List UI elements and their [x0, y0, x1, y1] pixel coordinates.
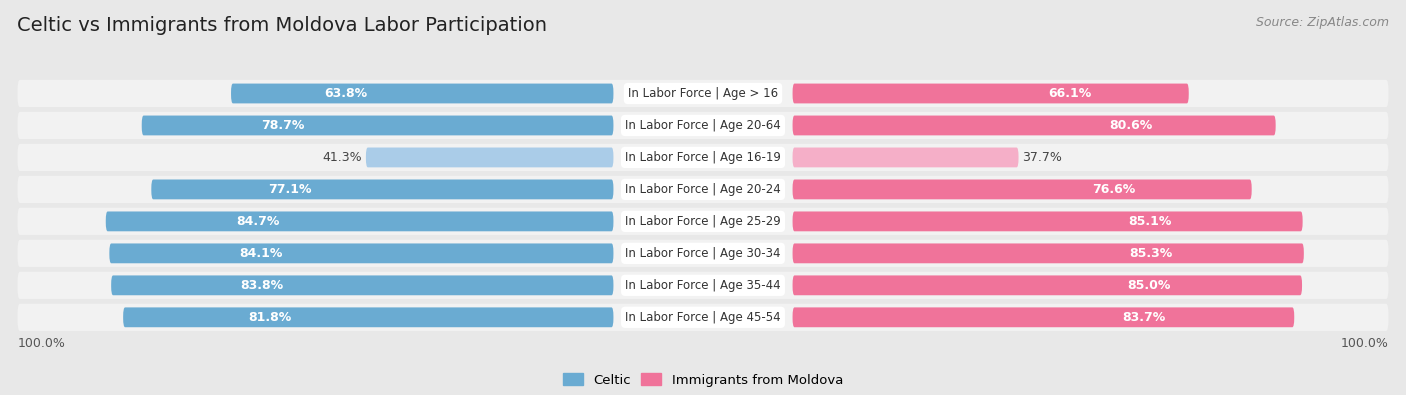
FancyBboxPatch shape	[152, 179, 613, 199]
Text: 100.0%: 100.0%	[1340, 337, 1389, 350]
Text: 85.0%: 85.0%	[1128, 279, 1171, 292]
Text: In Labor Force | Age 45-54: In Labor Force | Age 45-54	[626, 311, 780, 324]
FancyBboxPatch shape	[17, 272, 1389, 299]
FancyBboxPatch shape	[17, 176, 1389, 203]
Text: 85.3%: 85.3%	[1129, 247, 1173, 260]
Text: 85.1%: 85.1%	[1128, 215, 1171, 228]
FancyBboxPatch shape	[17, 80, 1389, 107]
FancyBboxPatch shape	[231, 84, 613, 103]
FancyBboxPatch shape	[110, 243, 613, 263]
Text: 80.6%: 80.6%	[1109, 119, 1153, 132]
FancyBboxPatch shape	[142, 116, 613, 135]
FancyBboxPatch shape	[17, 208, 1389, 235]
FancyBboxPatch shape	[111, 275, 613, 295]
FancyBboxPatch shape	[793, 179, 1251, 199]
FancyBboxPatch shape	[366, 147, 613, 167]
Text: 37.7%: 37.7%	[1022, 151, 1062, 164]
Text: In Labor Force | Age 25-29: In Labor Force | Age 25-29	[626, 215, 780, 228]
FancyBboxPatch shape	[793, 243, 1303, 263]
FancyBboxPatch shape	[105, 211, 613, 231]
FancyBboxPatch shape	[793, 147, 1018, 167]
Text: 66.1%: 66.1%	[1049, 87, 1091, 100]
Text: In Labor Force | Age 16-19: In Labor Force | Age 16-19	[626, 151, 780, 164]
FancyBboxPatch shape	[793, 116, 1275, 135]
FancyBboxPatch shape	[17, 240, 1389, 267]
Text: In Labor Force | Age 20-24: In Labor Force | Age 20-24	[626, 183, 780, 196]
FancyBboxPatch shape	[793, 84, 1188, 103]
Text: 78.7%: 78.7%	[262, 119, 305, 132]
Text: 81.8%: 81.8%	[249, 311, 292, 324]
Legend: Celtic, Immigrants from Moldova: Celtic, Immigrants from Moldova	[558, 368, 848, 392]
Text: 63.8%: 63.8%	[325, 87, 367, 100]
Text: 84.1%: 84.1%	[239, 247, 283, 260]
FancyBboxPatch shape	[793, 275, 1302, 295]
FancyBboxPatch shape	[793, 211, 1302, 231]
FancyBboxPatch shape	[17, 304, 1389, 331]
Text: 77.1%: 77.1%	[269, 183, 312, 196]
Text: 76.6%: 76.6%	[1092, 183, 1136, 196]
Text: 83.8%: 83.8%	[240, 279, 284, 292]
FancyBboxPatch shape	[793, 307, 1295, 327]
Text: 100.0%: 100.0%	[17, 337, 66, 350]
FancyBboxPatch shape	[124, 307, 613, 327]
Text: 84.7%: 84.7%	[236, 215, 280, 228]
Text: 83.7%: 83.7%	[1122, 311, 1166, 324]
Text: In Labor Force | Age 35-44: In Labor Force | Age 35-44	[626, 279, 780, 292]
Text: 41.3%: 41.3%	[323, 151, 363, 164]
FancyBboxPatch shape	[17, 112, 1389, 139]
Text: In Labor Force | Age 30-34: In Labor Force | Age 30-34	[626, 247, 780, 260]
Text: Source: ZipAtlas.com: Source: ZipAtlas.com	[1256, 16, 1389, 29]
Text: In Labor Force | Age > 16: In Labor Force | Age > 16	[628, 87, 778, 100]
Text: Celtic vs Immigrants from Moldova Labor Participation: Celtic vs Immigrants from Moldova Labor …	[17, 16, 547, 35]
FancyBboxPatch shape	[17, 144, 1389, 171]
Text: In Labor Force | Age 20-64: In Labor Force | Age 20-64	[626, 119, 780, 132]
